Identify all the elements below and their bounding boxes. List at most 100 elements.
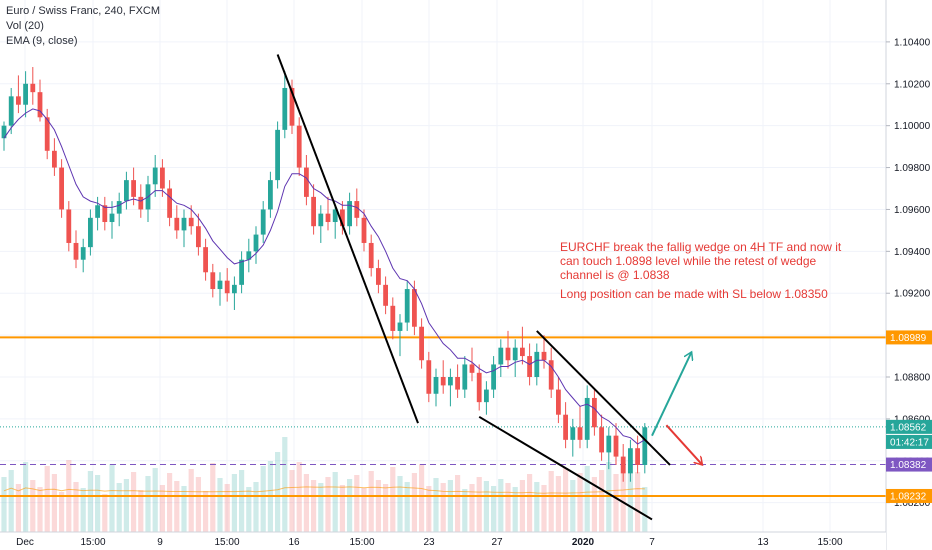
- volume-bar: [30, 480, 36, 532]
- candle: [260, 201, 266, 243]
- candle-body: [102, 205, 108, 223]
- time-axis[interactable]: Dec 15:00 9 15:00 16 15:00 23 27 2020 7 13 15:00: [0, 531, 886, 550]
- candle-body: [642, 427, 648, 465]
- volume-bar: [325, 477, 331, 532]
- candle-body: [606, 435, 612, 453]
- candle-body: [188, 217, 194, 227]
- volume-bar: [635, 472, 641, 532]
- volume-bar: [203, 491, 209, 532]
- volume-bar: [404, 482, 410, 532]
- ema-indicator-label[interactable]: EMA (9, close): [6, 35, 78, 47]
- candle-body: [253, 234, 259, 252]
- volume-bar: [138, 490, 144, 532]
- wedge-trendline: [536, 330, 671, 466]
- candle-body: [196, 226, 201, 248]
- price-tick-label: 1.09800: [894, 163, 931, 174]
- volume-bar: [174, 481, 180, 532]
- price-tick-label: 1.10200: [894, 79, 931, 90]
- volume-bar: [397, 476, 403, 532]
- candle: [181, 209, 187, 248]
- volume-bar: [303, 474, 309, 532]
- candle: [592, 389, 597, 436]
- volume-bar: [606, 462, 612, 532]
- candle: [332, 205, 338, 239]
- candle-body: [59, 167, 64, 210]
- candle-body: [80, 247, 86, 260]
- candle-body: [239, 259, 244, 285]
- candle-body: [534, 351, 540, 378]
- price-label-text: 1.08232: [890, 491, 927, 502]
- candle-body: [433, 377, 439, 394]
- volume-bar: [469, 484, 475, 532]
- horizontal-levels: [0, 336, 886, 497]
- candle: [304, 154, 309, 206]
- volume-ma-line: [3, 486, 645, 494]
- volume-bar: [195, 477, 201, 532]
- volume-bar: [390, 467, 396, 532]
- candle-body: [160, 167, 165, 189]
- volume-bar: [368, 471, 374, 532]
- candle: [124, 171, 129, 210]
- candle-body: [152, 167, 158, 185]
- volume-bar: [447, 480, 453, 532]
- candle: [455, 364, 460, 398]
- volume-bar: [116, 483, 122, 532]
- ema-line: [3, 108, 646, 445]
- candle-body: [282, 87, 288, 130]
- candle-body: [318, 213, 324, 227]
- candle-body: [52, 150, 57, 168]
- candle-body: [397, 322, 403, 331]
- price-tick-label: 1.08800: [894, 373, 931, 384]
- volume-bar: [8, 470, 14, 532]
- volume-bar: [613, 474, 619, 532]
- candle: [613, 423, 619, 465]
- volume-bar: [15, 484, 21, 532]
- volume-bar: [462, 489, 468, 532]
- candle-body: [505, 347, 511, 361]
- volume-indicator-label[interactable]: Vol (20): [6, 20, 44, 32]
- candle-body: [376, 268, 381, 285]
- volume-bar: [541, 485, 547, 532]
- volume-bar: [375, 480, 381, 532]
- candle-body: [73, 242, 79, 260]
- volume-bar: [498, 479, 504, 532]
- candle: [88, 209, 93, 256]
- candle-body: [548, 360, 554, 390]
- candle-body: [404, 289, 410, 323]
- wedge-trendline: [276, 54, 419, 424]
- volume-bar: [210, 463, 216, 532]
- volume-bar: [591, 477, 597, 532]
- volume-bar: [131, 472, 137, 532]
- price-label-box: [886, 330, 932, 345]
- candle-body: [520, 347, 525, 357]
- volume-bar: [599, 470, 605, 532]
- candle-body: [325, 213, 331, 223]
- candle-body: [469, 364, 475, 373]
- price-labels: 1.08989 1.08562 01:42:17 1.08382 1.08232: [886, 330, 932, 503]
- candle-body: [527, 356, 532, 378]
- candle: [239, 251, 244, 294]
- volume-bar: [555, 476, 561, 532]
- candle-body: [599, 427, 604, 453]
- candle: [512, 339, 518, 378]
- candle: [1, 121, 7, 151]
- candle-body: [131, 180, 136, 197]
- volume-bar: [311, 480, 317, 532]
- volume-bar: [260, 466, 266, 532]
- candle: [368, 234, 374, 277]
- candle: [289, 79, 295, 135]
- volume-bar: [289, 470, 295, 532]
- candle: [419, 318, 424, 369]
- volume-bar: [296, 462, 302, 532]
- candle-body: [368, 242, 374, 269]
- candle: [253, 226, 259, 264]
- candle-body: [491, 364, 496, 390]
- volume-bar: [44, 466, 50, 532]
- volume-bars: [1, 437, 648, 532]
- candle: [44, 108, 50, 160]
- candle: [210, 263, 216, 298]
- price-tick-label: 1.10000: [894, 121, 931, 132]
- candle: [491, 356, 496, 398]
- candle: [556, 377, 561, 424]
